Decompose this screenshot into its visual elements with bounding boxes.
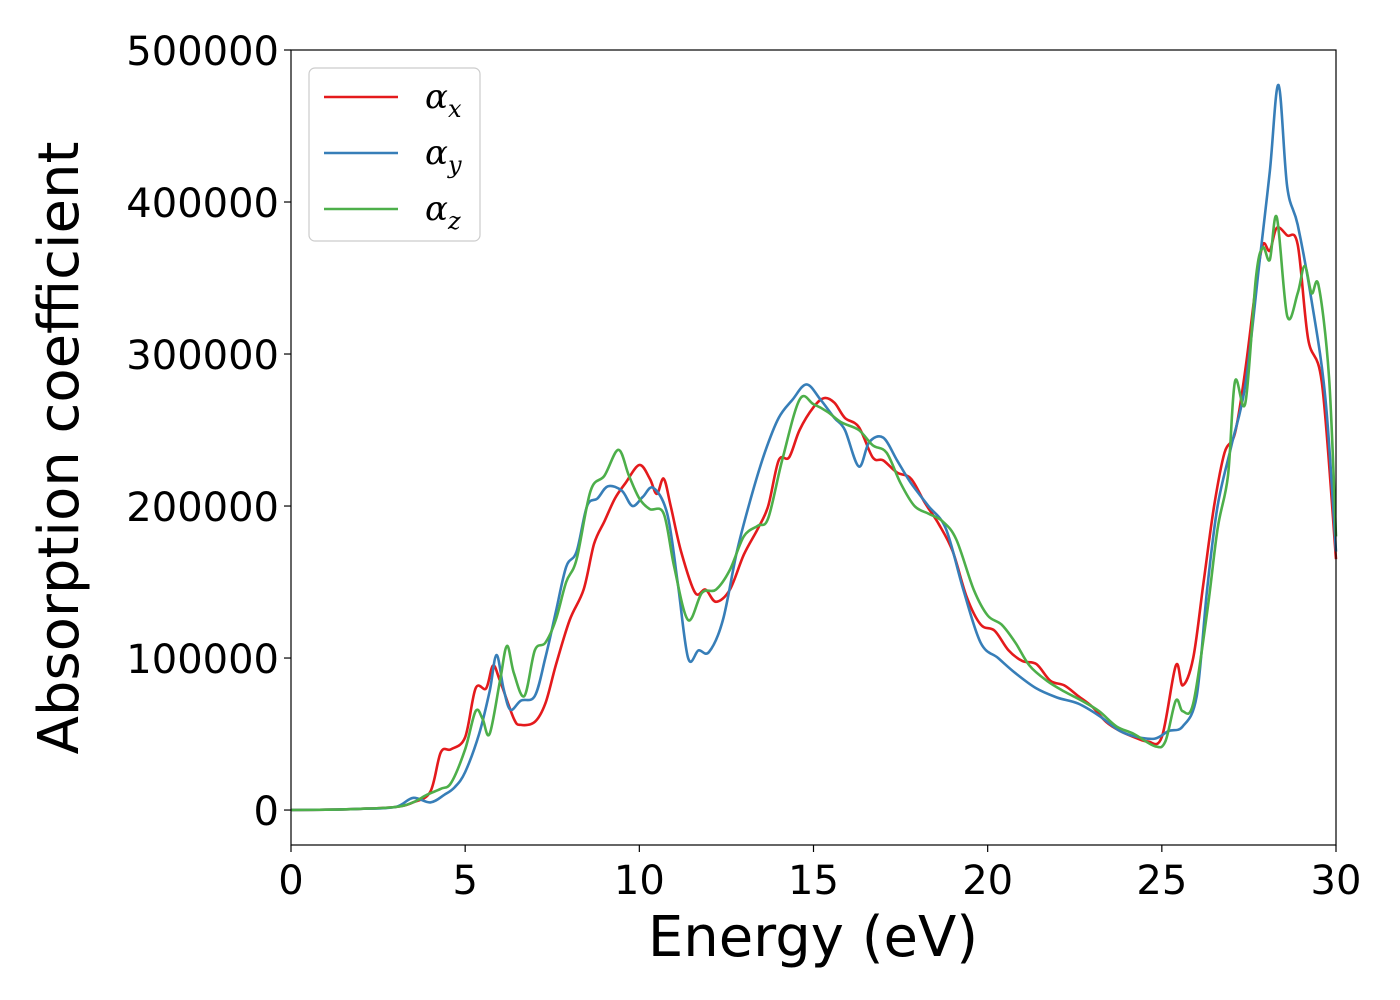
series-line-z — [290, 214, 1338, 812]
legend: αx αy αz — [308, 67, 481, 242]
x-tick-label: 25 — [1136, 858, 1187, 904]
x-axis-label: Energy (eV) — [648, 905, 978, 970]
x-tick-label: 10 — [614, 858, 665, 904]
y-tick-label: 200000 — [126, 485, 279, 531]
ticks-layer: 0 5 10 15 20 25 30 0 100000 200000 300000 400000 500… — [126, 29, 1361, 904]
legend-frame — [308, 67, 481, 242]
x-tick-label: 20 — [962, 858, 1013, 904]
legend-label-y: αy — [425, 133, 462, 179]
y-tick-label: 400000 — [126, 181, 279, 227]
legend-label-x: αx — [425, 77, 462, 123]
series-layer — [290, 83, 1338, 812]
x-tick-label: 15 — [788, 858, 839, 904]
y-tick-label: 500000 — [126, 29, 279, 75]
x-tick-label: 30 — [1311, 858, 1362, 904]
y-tick-label: 0 — [254, 789, 279, 835]
series-line-x — [290, 226, 1338, 812]
y-axis-label: Absorption coefficient — [27, 142, 92, 755]
y-tick-label: 100000 — [126, 637, 279, 683]
legend-label-z: αz — [425, 189, 461, 235]
series-line-y — [290, 83, 1338, 812]
x-tick-label: 5 — [452, 858, 477, 904]
y-tick-label: 300000 — [126, 333, 279, 379]
x-tick-label: 0 — [278, 858, 303, 904]
